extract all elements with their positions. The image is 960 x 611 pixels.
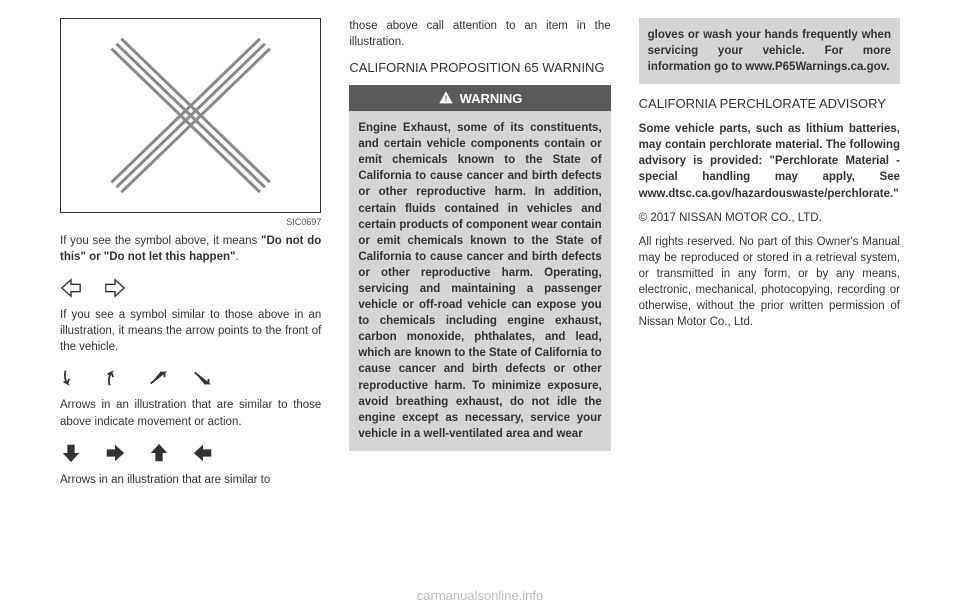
continuation-text: those above call attention to an item in… <box>349 18 610 50</box>
icon-row-solid-arrows <box>60 442 321 464</box>
arrow-curve-down-icon <box>60 367 82 389</box>
perchlorate-heading: CALIFORNIA PERCHLORATE ADVISORY <box>639 96 900 113</box>
arrow-solid-down-icon <box>60 442 82 464</box>
arrow-outline-right-icon <box>104 277 126 299</box>
arrow-diag-down-icon <box>192 367 214 389</box>
icon-row-curved-arrows <box>60 367 321 389</box>
svg-text:!: ! <box>444 93 447 103</box>
warning-triangle-icon: ! <box>438 90 454 106</box>
text-pre: If you see the symbol above, it means <box>60 235 261 247</box>
attention-arrow-text: Arrows in an illustration that are simil… <box>60 472 321 488</box>
arrow-solid-left-icon <box>192 442 214 464</box>
figure-caption: SIC0697 <box>60 217 321 227</box>
movement-arrow-text: Arrows in an illustration that are simil… <box>60 397 321 429</box>
arrow-diag-up-icon <box>148 367 170 389</box>
copyright-text: © 2017 NISSAN MOTOR CO., LTD. <box>639 210 900 226</box>
prop65-heading: CALIFORNIA PROPOSITION 65 WARNING <box>349 60 610 77</box>
perchlorate-text: Some vehicle parts, such as lithium batt… <box>639 121 900 201</box>
arrow-solid-right-icon <box>104 442 126 464</box>
arrow-curve-up-icon <box>104 367 126 389</box>
warning-header: ! WARNING <box>349 85 610 111</box>
watermark: carmanualsonline.info <box>417 588 543 603</box>
icon-row-outline-arrows <box>60 277 321 299</box>
text-post: . <box>235 251 238 263</box>
content-area: SIC0697 If you see the symbol above, it … <box>60 18 900 553</box>
arrow-outline-left-icon <box>60 277 82 299</box>
column-left: SIC0697 If you see the symbol above, it … <box>60 18 321 553</box>
warning-continuation-box: gloves or wash your hands frequently whe… <box>639 18 900 84</box>
rights-reserved-text: All rights reserved. No part of this Own… <box>639 234 900 331</box>
symbol-meaning-text: If you see the symbol above, it means "D… <box>60 233 321 265</box>
column-right: gloves or wash your hands frequently whe… <box>639 18 900 553</box>
figure-crossout <box>60 18 321 213</box>
column-center: those above call attention to an item in… <box>349 18 610 553</box>
arrow-solid-up-icon <box>148 442 170 464</box>
warning-body: Engine Exhaust, some of its constituents… <box>349 111 610 451</box>
warning-label: WARNING <box>460 91 523 106</box>
front-arrow-text: If you see a symbol similar to those abo… <box>60 307 321 355</box>
